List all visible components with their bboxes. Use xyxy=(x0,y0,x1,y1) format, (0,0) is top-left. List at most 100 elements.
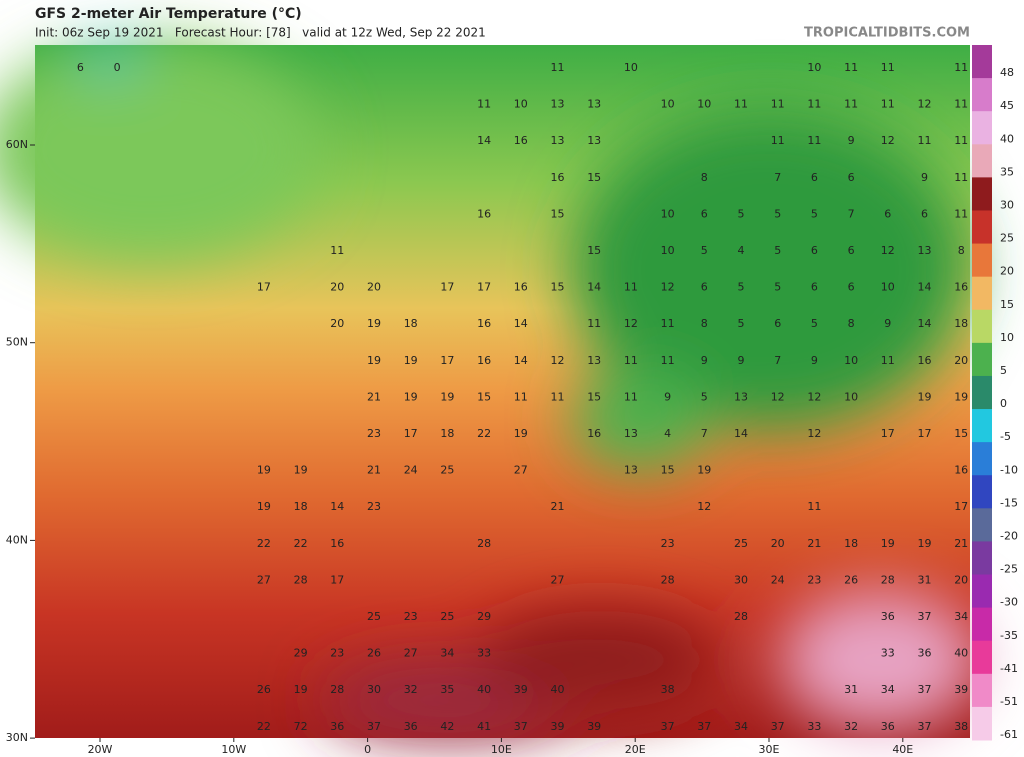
temperature-label: 13 xyxy=(587,134,601,147)
temperature-label: 11 xyxy=(807,500,821,513)
lon-label: 40E xyxy=(892,743,913,756)
temperature-label: 8 xyxy=(701,171,708,184)
temperature-label: 18 xyxy=(440,427,454,440)
temperature-label: 14 xyxy=(734,427,748,440)
temperature-label: 12 xyxy=(697,500,711,513)
temperature-label: 9 xyxy=(921,171,928,184)
temperature-label: 12 xyxy=(807,390,821,403)
temperature-label: 17 xyxy=(881,427,895,440)
temperature-label: 0 xyxy=(114,61,121,74)
temperature-label: 6 xyxy=(811,171,818,184)
temperature-label: 10 xyxy=(661,98,675,111)
temperature-label: 19 xyxy=(514,427,528,440)
lon-label: 30E xyxy=(759,743,780,756)
temperature-label: 6 xyxy=(774,317,781,330)
temperature-label: 12 xyxy=(771,390,785,403)
temperature-label: 37 xyxy=(918,610,932,623)
colorbar-label: 30 xyxy=(1000,199,1014,212)
temperature-label: 36 xyxy=(881,720,895,733)
temperature-label: 13 xyxy=(551,134,565,147)
temperature-label: 15 xyxy=(587,390,601,403)
temperature-label: 26 xyxy=(257,683,271,696)
temperature-label: 19 xyxy=(294,464,308,477)
colorbar-segment xyxy=(972,673,992,708)
temperature-label: 5 xyxy=(774,244,781,257)
temperature-label: 6 xyxy=(77,61,84,74)
temperature-label: 22 xyxy=(294,537,308,550)
temperature-label: 11 xyxy=(624,281,638,294)
temperature-label: 11 xyxy=(807,134,821,147)
temperature-label: 10 xyxy=(844,354,858,367)
temperature-label: 11 xyxy=(881,61,895,74)
temperature-label: 37 xyxy=(918,720,932,733)
temperature-label: 11 xyxy=(734,98,748,111)
temperature-label: 27 xyxy=(404,647,418,660)
temperature-label: 25 xyxy=(440,610,454,623)
temperature-label: 18 xyxy=(954,317,968,330)
temperature-label: 16 xyxy=(330,537,344,550)
temperature-label: 11 xyxy=(330,244,344,257)
temperature-label: 21 xyxy=(954,537,968,550)
temperature-label: 11 xyxy=(514,390,528,403)
temperature-label: 14 xyxy=(918,317,932,330)
temperature-label: 11 xyxy=(771,134,785,147)
temperature-label: 15 xyxy=(954,427,968,440)
colorbar-segment xyxy=(972,177,992,211)
temperature-label: 11 xyxy=(624,390,638,403)
temperature-label: 34 xyxy=(734,720,748,733)
temperature-label: 14 xyxy=(514,317,528,330)
temperature-label: 11 xyxy=(954,171,968,184)
title: GFS 2-meter Air Temperature (°C) xyxy=(35,6,302,22)
brand: TROPICALTIDBITS.COM xyxy=(804,26,970,41)
temperature-label: 7 xyxy=(848,207,855,220)
temperature-label: 6 xyxy=(701,281,708,294)
colorbar-label: -30 xyxy=(1000,596,1018,609)
temperature-label: 10 xyxy=(844,390,858,403)
colorbar-segment xyxy=(972,144,992,178)
temperature-label: 20 xyxy=(954,573,968,586)
colorbar-segment xyxy=(972,309,992,344)
temperature-label: 13 xyxy=(624,427,638,440)
temperature-label: 9 xyxy=(811,354,818,367)
temperature-label: 26 xyxy=(367,647,381,660)
colorbar-segment xyxy=(972,640,992,675)
temperature-label: 12 xyxy=(661,281,675,294)
temperature-label: 28 xyxy=(881,573,895,586)
temperature-label: 29 xyxy=(477,610,491,623)
temperature-label: 9 xyxy=(884,317,891,330)
lat-label: 60N xyxy=(6,138,28,151)
temperature-label: 37 xyxy=(661,720,675,733)
temperature-label: 6 xyxy=(811,244,818,257)
temperature-label: 30 xyxy=(734,573,748,586)
temperature-label: 20 xyxy=(330,317,344,330)
temperature-label: 10 xyxy=(661,207,675,220)
temperature-label: 11 xyxy=(954,207,968,220)
lon-label: 0 xyxy=(364,743,371,756)
temperature-label: 19 xyxy=(697,464,711,477)
temperature-label: 21 xyxy=(367,464,381,477)
map: 6 0 11 10 10 11 11 11 11 10 13 13 10 10 11 11 11 11 11 12 11… xyxy=(0,40,980,740)
colorbar-label: -20 xyxy=(1000,529,1018,542)
temperature-label: 28 xyxy=(294,573,308,586)
temperature-label: 11 xyxy=(844,61,858,74)
temperature-label: 6 xyxy=(921,207,928,220)
temperature-label: 30 xyxy=(367,683,381,696)
temperature-label: 16 xyxy=(551,171,565,184)
temperature-label: 18 xyxy=(844,537,858,550)
colorbar-label: -15 xyxy=(1000,496,1018,509)
temperature-label: 72 xyxy=(294,720,308,733)
temperature-label: 5 xyxy=(701,244,708,257)
colorbar-label: -5 xyxy=(1000,430,1011,443)
colorbar-label: 35 xyxy=(1000,165,1014,178)
colorbar-label: 0 xyxy=(1000,397,1007,410)
temperature-label: 16 xyxy=(918,354,932,367)
temperature-label: 34 xyxy=(881,683,895,696)
temperature-label: 26 xyxy=(844,573,858,586)
temperature-label: 16 xyxy=(477,354,491,367)
temperature-label: 18 xyxy=(294,500,308,513)
temperature-label: 5 xyxy=(811,317,818,330)
temperature-label: 14 xyxy=(330,500,344,513)
temperature-label: 6 xyxy=(884,207,891,220)
temperature-label: 24 xyxy=(404,464,418,477)
temperature-label: 13 xyxy=(587,354,601,367)
